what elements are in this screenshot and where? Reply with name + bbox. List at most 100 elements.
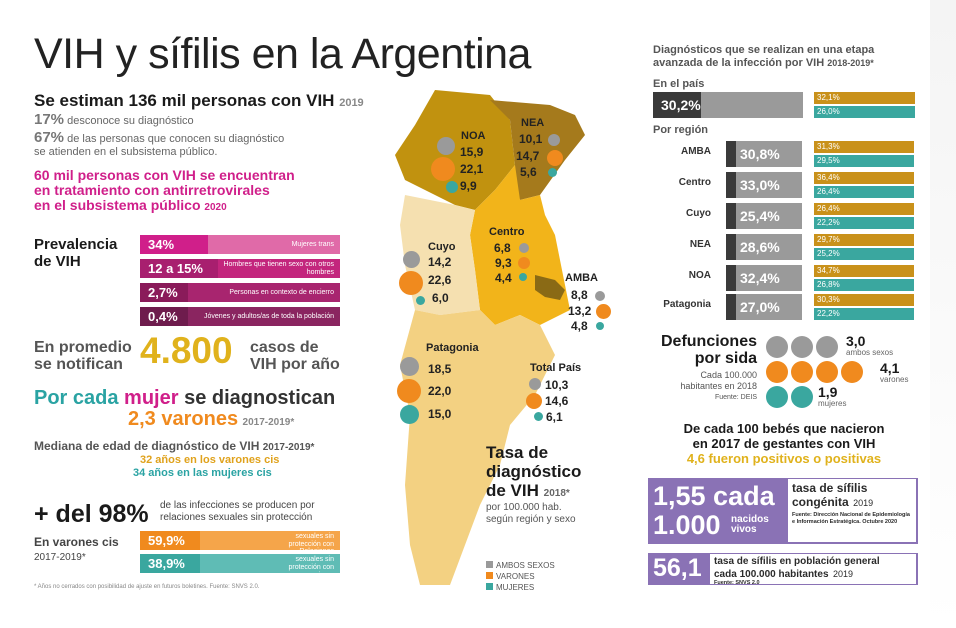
map-value: 8,8 bbox=[571, 288, 588, 302]
general-right: tasa de sífilis en población general cad… bbox=[710, 554, 916, 586]
median-men: 32 años en los varones cis bbox=[140, 454, 280, 466]
unaware-text: desconoce su diagnóstico bbox=[67, 115, 194, 127]
map-label-centro: Centro bbox=[489, 226, 525, 238]
late-title-2: avanzada de la infección por VIH bbox=[653, 57, 825, 69]
late-diag-title: Diagnósticos que se realizan en una etap… bbox=[653, 44, 874, 70]
estimate-year: 2019 bbox=[339, 97, 364, 109]
ratio-c: se diagnostican bbox=[184, 387, 336, 409]
public-text1: de las personas que conocen su diagnósti… bbox=[67, 133, 285, 145]
country-value: 30,2% bbox=[661, 97, 701, 113]
country-men: 32,1% bbox=[814, 92, 915, 104]
late-region-value: 25,4% bbox=[740, 208, 780, 224]
notified-right: casos de VIH por año bbox=[250, 339, 340, 373]
death-dot-women bbox=[791, 386, 813, 408]
late-row-amba: AMBA 30,8% 31,3% 29,5% bbox=[653, 141, 915, 167]
map-value: 4,4 bbox=[495, 271, 512, 285]
prevalence-value: 34% bbox=[140, 235, 208, 254]
legend-both: AMBOS SEXOS bbox=[486, 560, 555, 571]
ratio-b: mujer bbox=[124, 387, 179, 409]
deaths-t2: por sida bbox=[694, 350, 757, 367]
deaths-men-label: varones bbox=[880, 375, 909, 384]
rate-title: Tasa de diagnóstico de VIH 2018* bbox=[486, 443, 581, 503]
legend-women: MUJERES bbox=[486, 582, 555, 593]
death-dot-men bbox=[816, 361, 838, 383]
prevalence-bar-1: 12 a 15% Hombres que tienen sexo con otr… bbox=[140, 259, 340, 278]
ratio-years: 2017-2019* bbox=[242, 417, 295, 428]
map-value: 14,2 bbox=[428, 255, 452, 269]
general-t1: tasa de sífilis en población general bbox=[714, 556, 880, 567]
centro-women-dot bbox=[519, 273, 527, 281]
deaths-source: Fuente: DEIS bbox=[714, 394, 757, 401]
late-row-centro: Centro 33,0% 36,4% 26,4% bbox=[653, 172, 915, 198]
patagonia-both-dot bbox=[400, 357, 419, 376]
map-value: 6,1 bbox=[546, 410, 563, 424]
notified-r1: casos de bbox=[250, 339, 319, 356]
map-value: 9,3 bbox=[495, 256, 512, 270]
late-region-value: 27,0% bbox=[740, 299, 780, 315]
cis-men-l2: 2017-2019* bbox=[34, 552, 86, 563]
total-men-dot bbox=[526, 393, 542, 409]
congenital-v2: 1.000 bbox=[653, 510, 721, 540]
unaware-line: 17% desconoce su diagnóstico bbox=[34, 111, 194, 128]
deaths-t1: Defunciones bbox=[660, 333, 757, 350]
prevalence-desc: Hombres que tienen sexo con otros hombre… bbox=[223, 260, 334, 276]
notified-l1: En promedio bbox=[34, 339, 132, 356]
estimate-text: Se estiman 136 mil personas con VIH bbox=[34, 91, 335, 110]
rate-title-2: diagnóstico bbox=[486, 462, 582, 481]
general-year: 2019 bbox=[832, 569, 853, 579]
treatment-l2: en tratamiento con antirretrovirales bbox=[34, 182, 270, 198]
median-women: 34 años en las mujeres cis bbox=[133, 467, 272, 479]
congenital-v1: 1,55 cada bbox=[653, 481, 775, 511]
country-label: En el país bbox=[653, 78, 705, 90]
late-region-value: 32,4% bbox=[740, 270, 780, 286]
late-region-name: Centro bbox=[678, 177, 711, 188]
late-region-bar: 25,4% bbox=[726, 203, 802, 229]
legend-men-label: VARONES bbox=[496, 572, 535, 581]
general-src: Fuente: SNVS 2.0 bbox=[714, 580, 760, 586]
congenital-v2b: nacidos vivos bbox=[731, 514, 769, 535]
late-years: 2018-2019* bbox=[827, 58, 874, 68]
map-value: 5,6 bbox=[520, 165, 537, 179]
map-value: 15,9 bbox=[460, 145, 484, 159]
notified-value: 4.800 bbox=[140, 330, 233, 371]
treatment-l1: 60 mil personas con VIH se encuentran bbox=[34, 167, 295, 183]
prevalence-label: Prevalencia de VIH bbox=[34, 236, 117, 270]
map-label-total: Total País bbox=[530, 362, 582, 374]
map-value: 22,0 bbox=[428, 384, 452, 398]
prevalence-bar-3: 0,4% Jóvenes y adultos/as de toda la pob… bbox=[140, 307, 340, 326]
sexual-text: de las infecciones se producen por relac… bbox=[160, 500, 315, 524]
median-title: Mediana de edad de diagnóstico de VIH bbox=[34, 439, 260, 453]
map-value: 13,2 bbox=[568, 304, 592, 318]
treatment-block: 60 mil personas con VIH se encuentran en… bbox=[34, 168, 295, 215]
cuyo-men-dot bbox=[399, 271, 423, 295]
rate-title-1: Tasa de bbox=[486, 443, 549, 462]
country-bar: 30,2% bbox=[653, 92, 803, 118]
cis-bar-0: 59,9% Relaciones sexuales sin protección… bbox=[140, 525, 340, 556]
late-region-name: Patagonia bbox=[663, 299, 711, 310]
late-row-nea: NEA 28,6% 29,7% 25,2% bbox=[653, 234, 915, 260]
deaths-both-label: ambos sexos bbox=[846, 348, 894, 357]
patagonia-women-dot bbox=[400, 405, 419, 424]
notified-left: En promedio se notifican bbox=[34, 339, 132, 373]
cis-value: 59,9% bbox=[140, 531, 200, 550]
congenital-right: tasa de sífilis congénita 2019 Fuente: D… bbox=[788, 479, 916, 542]
congenital-year: 2019 bbox=[853, 498, 874, 508]
late-region-men: 29,7% bbox=[814, 234, 914, 246]
public-text2: se atienden en el subsistema público. bbox=[34, 146, 218, 158]
deaths-men-value: 4,1 bbox=[880, 360, 900, 376]
late-region-women: 29,5% bbox=[814, 155, 914, 167]
late-region-name: Cuyo bbox=[686, 208, 711, 219]
legend-both-label: AMBOS SEXOS bbox=[496, 561, 555, 570]
cis-bar-1: 38,9% Relaciones sexuales sin protección… bbox=[140, 548, 340, 579]
late-region-value: 33,0% bbox=[740, 177, 780, 193]
legend-women-label: MUJERES bbox=[496, 583, 535, 592]
death-dot-both bbox=[766, 336, 788, 358]
country-women: 26,0% bbox=[814, 106, 915, 118]
late-row-noa: NOA 32,4% 34,7% 26,8% bbox=[653, 265, 915, 291]
babies-l1: De cada 100 bebés que nacieron bbox=[683, 421, 885, 436]
nea-both-dot bbox=[548, 134, 560, 146]
map-value: 18,5 bbox=[428, 362, 452, 376]
death-dot-women bbox=[766, 386, 788, 408]
babies-block: De cada 100 bebés que nacieron en 2017 d… bbox=[653, 421, 915, 466]
map-value: 10,3 bbox=[545, 378, 569, 392]
